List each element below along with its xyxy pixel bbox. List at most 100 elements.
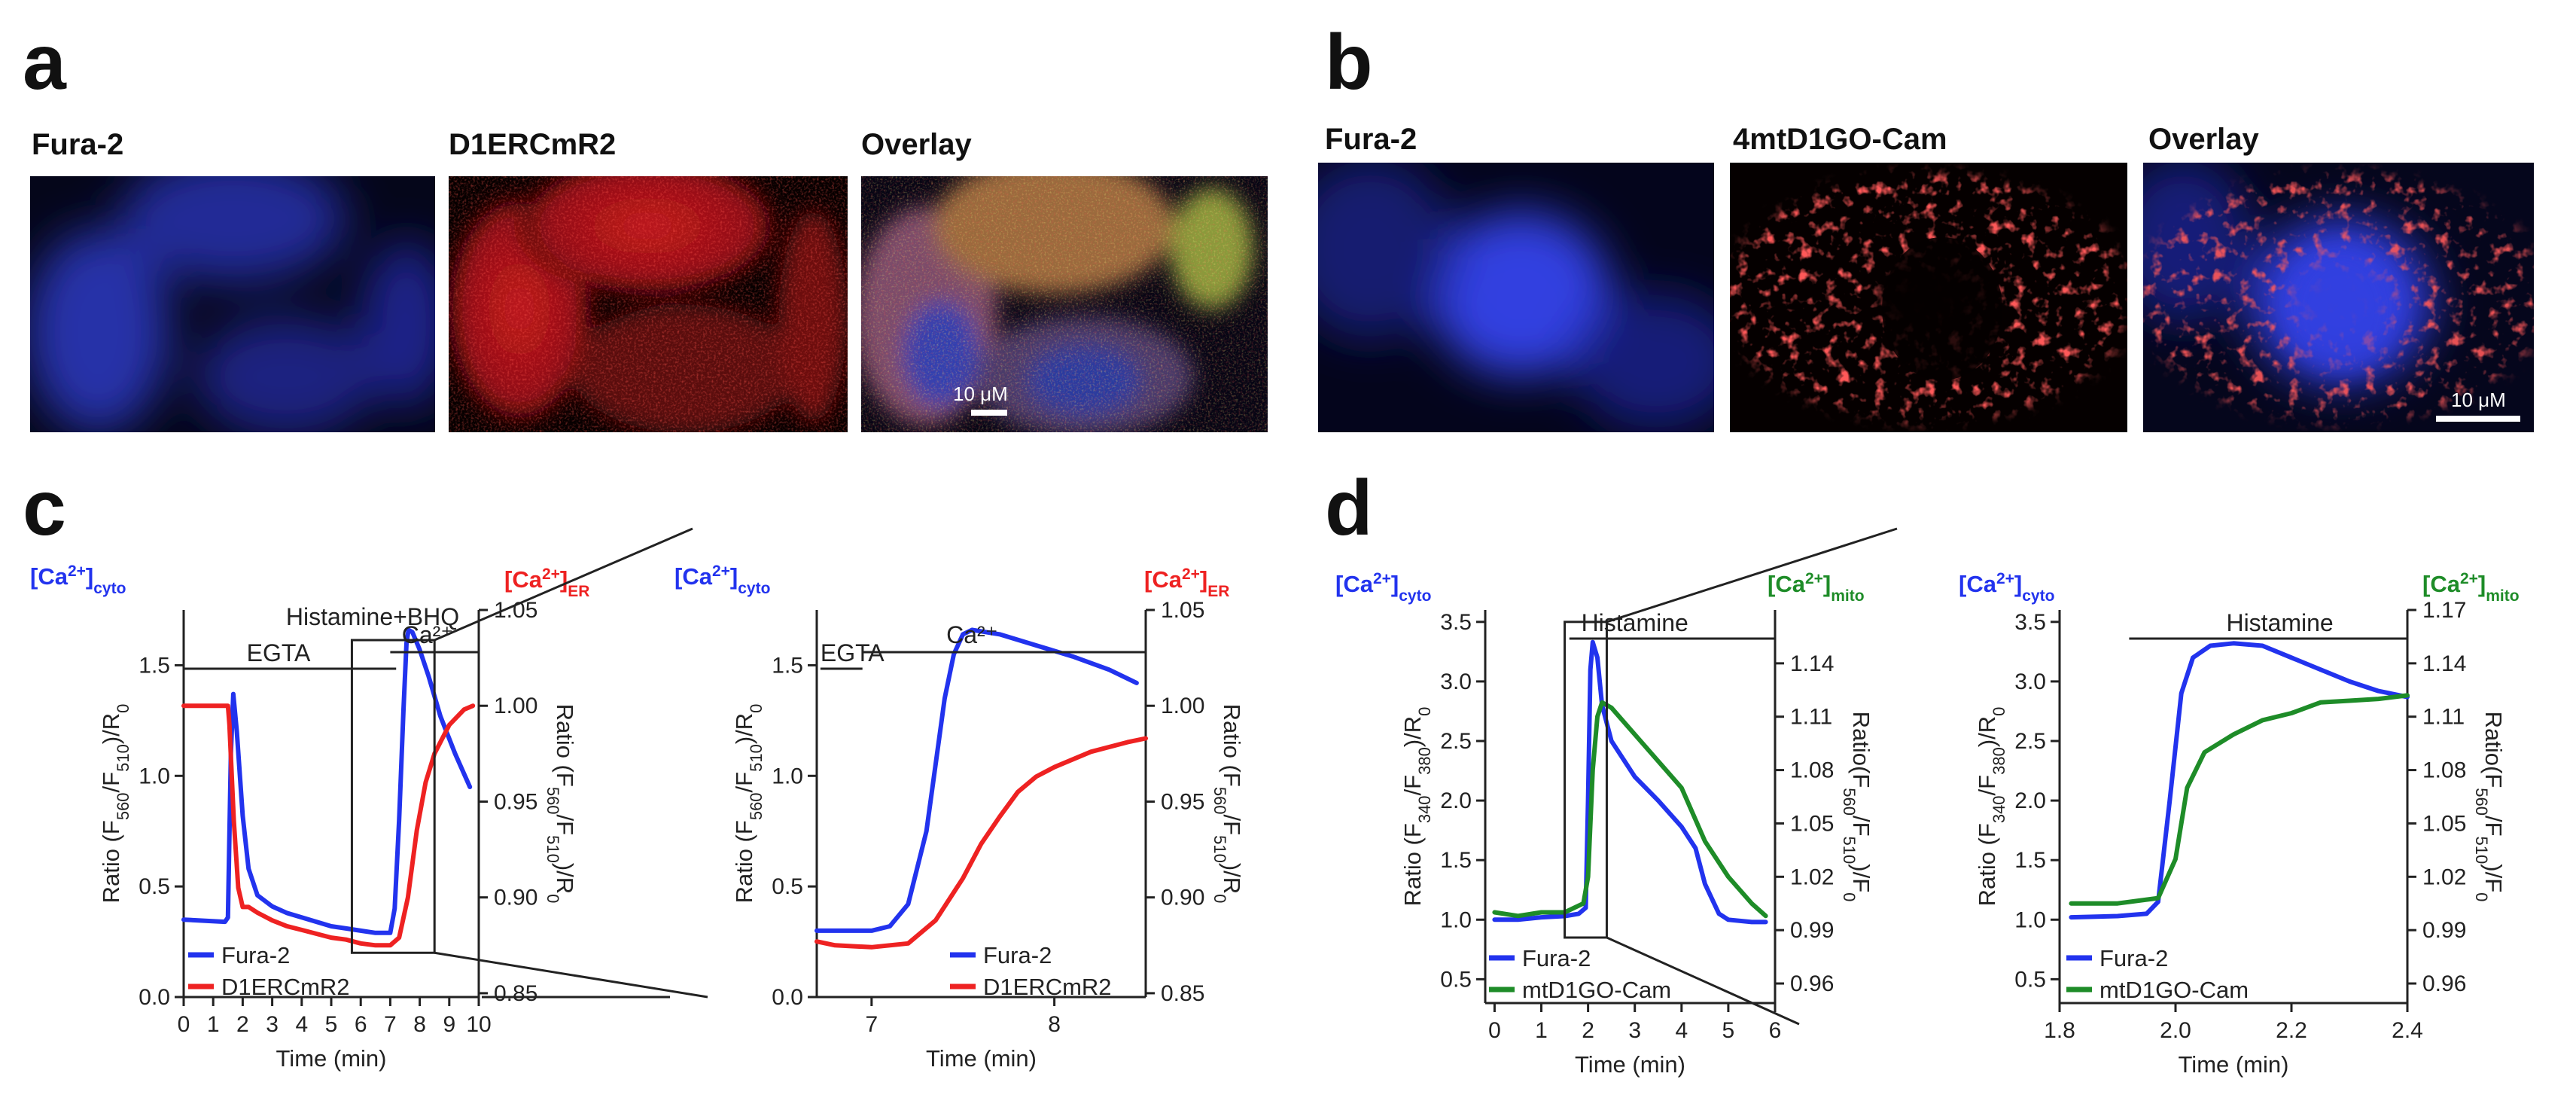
x-tick-label: 5 xyxy=(325,1012,338,1037)
y2-tick-label: 0.90 xyxy=(494,886,537,910)
micrograph-4mtd1go-cam xyxy=(1730,163,2127,432)
zoom-connector-lines xyxy=(434,527,1898,1026)
y2-tick-label: 1.00 xyxy=(1161,694,1204,718)
y-tick-label: 0.0 xyxy=(772,985,803,1010)
series-line-d1ercmr2 xyxy=(181,703,476,948)
zoom-line-bottom-d xyxy=(1606,936,1800,1026)
scale-bar-label-b: 10 μM xyxy=(2451,389,2506,411)
x-tick-label: 2.2 xyxy=(2276,1018,2307,1043)
y-tick-label: 1.5 xyxy=(139,653,170,678)
y2-tick-label: 1.05 xyxy=(1790,811,1834,836)
y2-axis-label: Ratio (F560/F510)/R0 xyxy=(1211,704,1246,904)
y2-tick-label: 0.96 xyxy=(1790,971,1834,996)
image-title-overlay-a: Overlay xyxy=(861,128,973,161)
y2-axis-label: Ratio (F560/F510)/R0 xyxy=(544,704,579,904)
y-tick-label: 2.0 xyxy=(1440,788,1472,813)
image-title-fura2-a: Fura-2 xyxy=(32,128,123,161)
y2-tick-label: 0.99 xyxy=(1790,918,1834,943)
y-axis-label: Ratio (F340/F380)/R0 xyxy=(1974,707,2008,907)
y-axis-label: Ratio (F560/F510)/R0 xyxy=(731,704,766,904)
legend-label: Fura-2 xyxy=(2099,945,2168,971)
x-tick-label: 2.0 xyxy=(2160,1018,2191,1043)
x-axis-label: Time (min) xyxy=(926,1045,1037,1072)
y-tick-label: 3.0 xyxy=(2014,669,2046,694)
x-tick-label: 6 xyxy=(1769,1018,1782,1043)
x-tick-label: 2.4 xyxy=(2392,1018,2423,1043)
series-line-mtd1go-cam xyxy=(2069,693,2410,906)
x-tick-label: 10 xyxy=(466,1012,491,1037)
micrograph-fura2-a xyxy=(30,176,435,432)
y-tick-label: 2.5 xyxy=(2014,729,2046,754)
x-tick-label: 4 xyxy=(295,1012,308,1037)
y-tick-label: 1.0 xyxy=(1440,907,1472,932)
x-tick-label: 8 xyxy=(1048,1012,1061,1037)
x-axis-label: Time (min) xyxy=(276,1045,387,1072)
zoom-box xyxy=(1564,621,1608,939)
y2-tick-label: 0.96 xyxy=(2422,971,2466,996)
x-tick-label: 2 xyxy=(236,1012,249,1037)
x-tick-label: 1.8 xyxy=(2044,1018,2075,1043)
x-tick-label: 0 xyxy=(178,1012,190,1037)
panel-letter-b: b xyxy=(1325,19,1373,106)
series-line-mtd1go-cam xyxy=(1492,700,1768,919)
chart-d-left: [Ca2+]cyto [Ca2+]mito 0 1 2 3 4 5 6 0.5 1.0 1.5 2.0 2… xyxy=(1335,570,1874,1078)
y2-tick-label: 1.00 xyxy=(494,694,537,718)
y2-tick-label: 1.02 xyxy=(2422,865,2466,889)
x-tick-label: 7 xyxy=(865,1012,878,1037)
y-tick-label: 1.5 xyxy=(1440,848,1472,873)
y-tick-label: 0.5 xyxy=(772,874,803,899)
scale-bar-label-a: 10 μM xyxy=(953,383,1008,405)
y-tick-label: 0.5 xyxy=(1440,967,1472,992)
y2-tick-label: 1.08 xyxy=(2422,758,2466,783)
x-tick-label: 1 xyxy=(207,1012,220,1037)
y-tick-label: 1.5 xyxy=(772,653,803,678)
scale-bar-b xyxy=(2436,416,2520,422)
y-tick-label: 3.5 xyxy=(2014,610,2046,635)
zoom-line-bottom-c xyxy=(434,951,708,999)
y2-tick-label: 1.17 xyxy=(2422,598,2466,623)
scale-bar-a xyxy=(971,410,1007,416)
y2-tick-label: 0.90 xyxy=(1161,886,1204,910)
y-axis-label: Ratio (F340/F380)/R0 xyxy=(1399,707,1434,907)
annotation-ca: Ca²⁺ xyxy=(946,621,997,648)
y-tick-label: 3.5 xyxy=(1440,610,1472,635)
x-tick-label: 5 xyxy=(1722,1018,1735,1043)
y2-tick-label: 1.14 xyxy=(1790,651,1834,676)
y-tick-label: 0.5 xyxy=(139,874,170,899)
y2-tick-label: 1.05 xyxy=(1161,598,1204,623)
y2-tick-label: 1.05 xyxy=(2422,811,2466,836)
y-tick-label: 2.5 xyxy=(1440,729,1472,754)
y-tick-label: 3.0 xyxy=(1440,669,1472,694)
chart-c-right: [Ca2+]cyto [Ca2+]ER 7 8 0.0 0.5 1.0 1.5 0.85 0.90… xyxy=(674,563,1245,1072)
image-title-overlay-b: Overlay xyxy=(2148,123,2260,156)
chart-c-left: [Ca2+]cyto [Ca2+]ER 0 1 2 3 4 5 6 7 8 9 10 0.0 0.5 1.0 1… xyxy=(30,563,589,1072)
legend-label: mtD1GO-Cam xyxy=(2099,977,2249,1003)
y-tick-label: 0.0 xyxy=(139,985,170,1010)
micrograph-fura2-b xyxy=(1318,163,1714,432)
x-tick-label: 3 xyxy=(1628,1018,1641,1043)
x-tick-label: 9 xyxy=(443,1012,455,1037)
x-tick-label: 6 xyxy=(355,1012,367,1037)
y2-tick-label: 1.02 xyxy=(1790,865,1834,889)
series-line-fura-2 xyxy=(2069,641,2410,920)
y2-tick-label: 0.85 xyxy=(1161,981,1204,1006)
image-title-4mtd1go-cam: 4mtD1GO-Cam xyxy=(1733,123,1947,156)
axis-header-left: [Ca2+]cyto xyxy=(674,563,770,597)
y-tick-label: 1.0 xyxy=(772,764,803,788)
y2-tick-label: 1.11 xyxy=(1790,705,1832,730)
zoom-line-top-c xyxy=(434,527,693,642)
micrograph-overlay-a xyxy=(861,176,1268,432)
axis-header-left: [Ca2+]cyto xyxy=(1335,570,1431,605)
y2-tick-label: 0.85 xyxy=(494,981,537,1006)
legend-label: mtD1GO-Cam xyxy=(1522,977,1671,1003)
panel-letter-d: d xyxy=(1325,465,1373,552)
x-tick-label: 4 xyxy=(1675,1018,1688,1043)
legend-label: D1ERCmR2 xyxy=(983,974,1112,1000)
x-tick-label: 0 xyxy=(1488,1018,1501,1043)
chart-d-right: [Ca2+]cyto [Ca2+]mito 1.8 2.0 2.2 2.4 0.5 1.0 1.… xyxy=(1959,570,2520,1078)
x-axis-label: Time (min) xyxy=(2179,1051,2289,1078)
legend-label: D1ERCmR2 xyxy=(221,974,350,1000)
axis-header-right: [Ca2+]mito xyxy=(2422,570,2520,605)
y-tick-label: 0.5 xyxy=(2014,967,2046,992)
